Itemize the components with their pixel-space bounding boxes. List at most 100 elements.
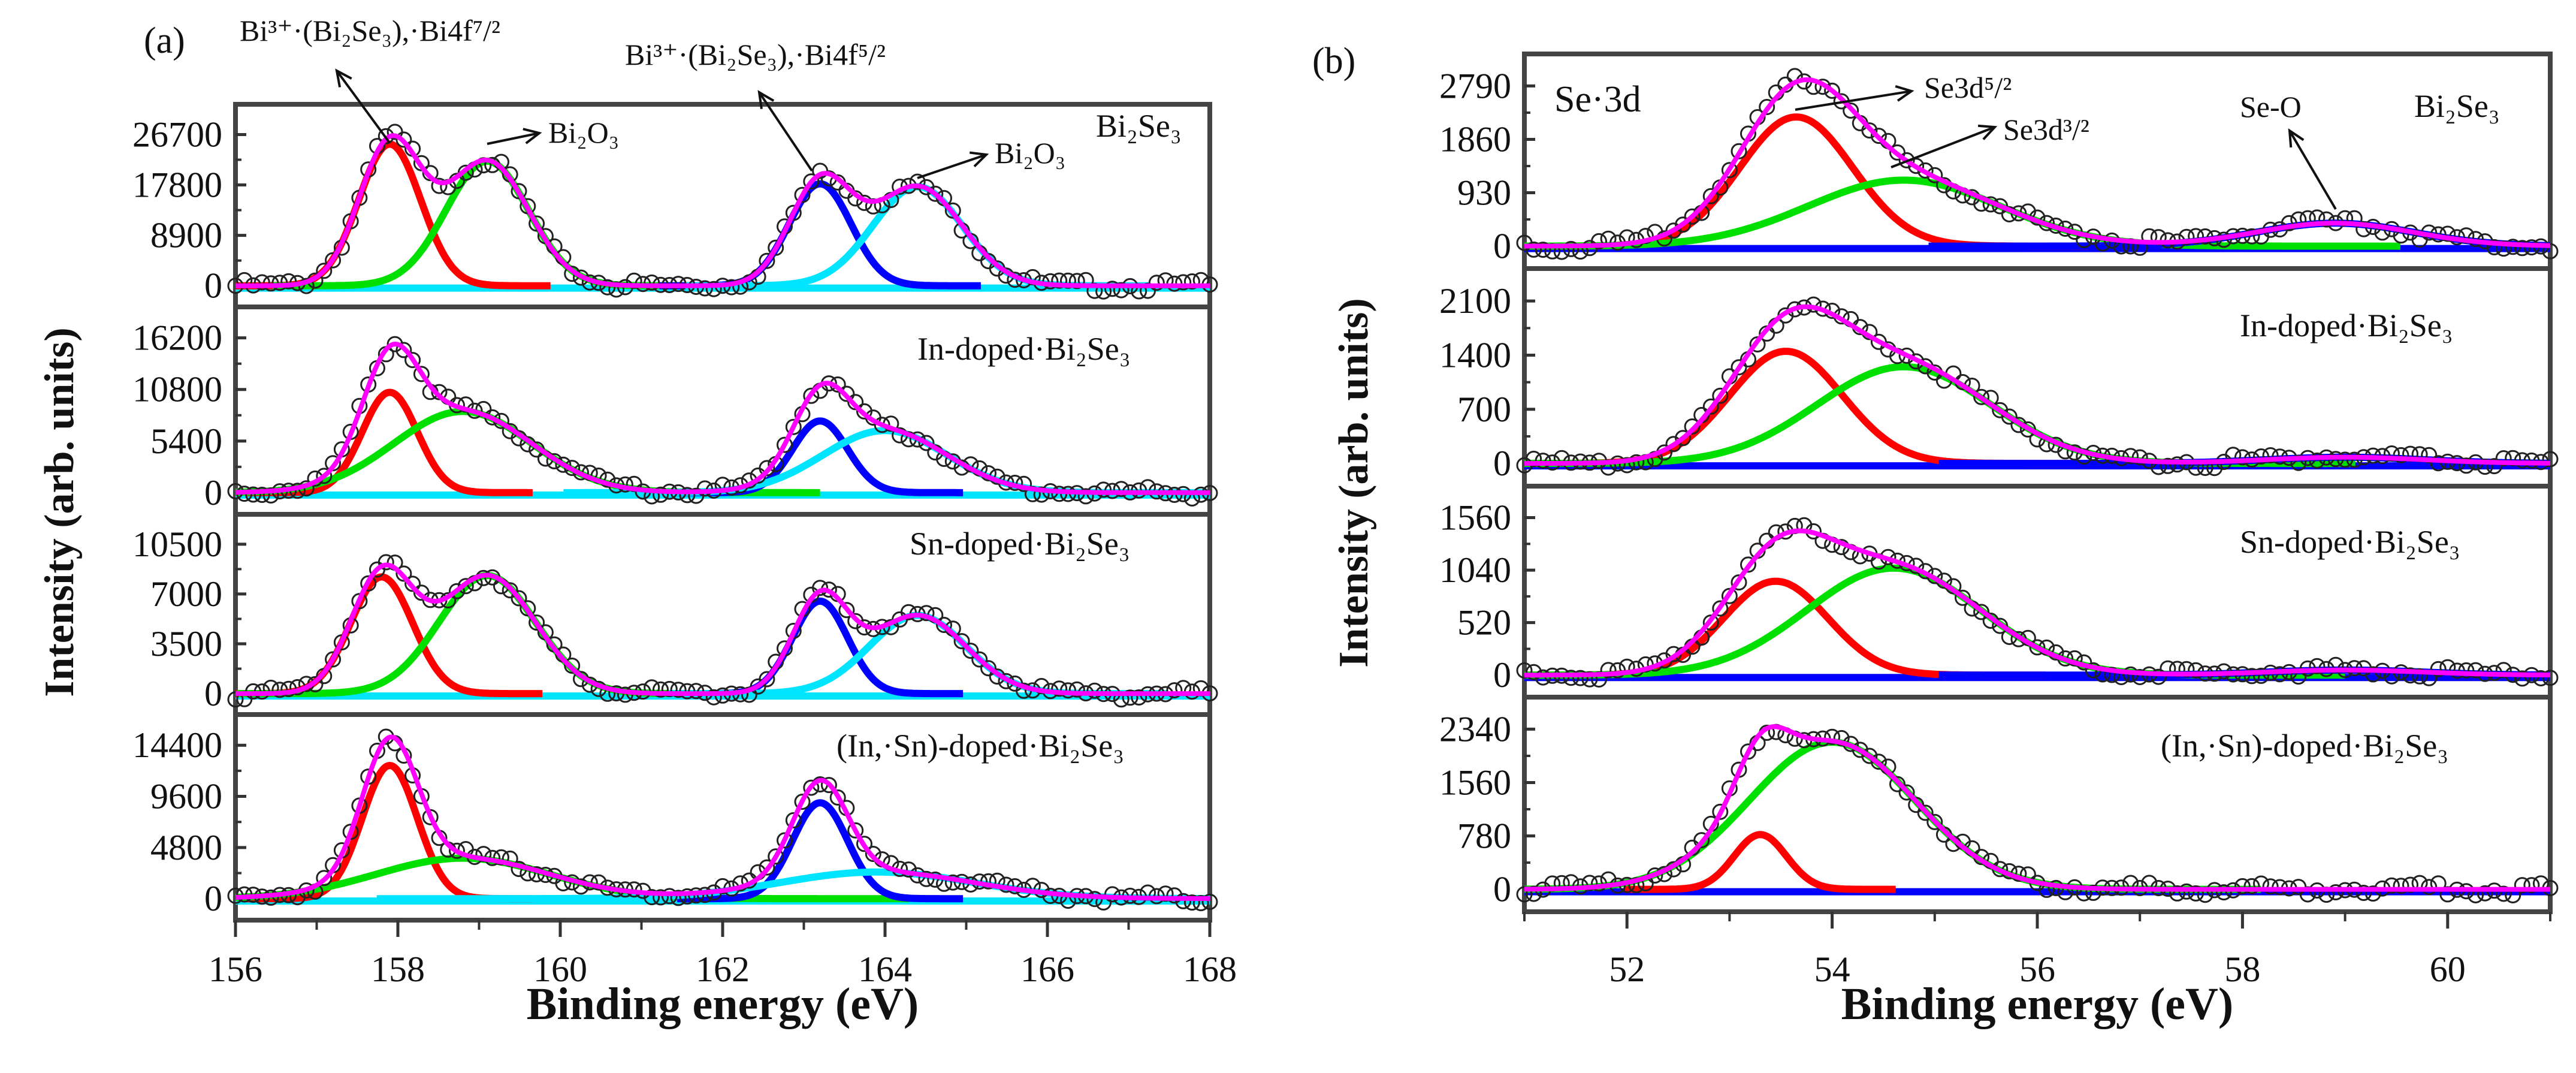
y-tick-label: 0 <box>1493 444 1511 483</box>
data-point <box>2188 662 2204 679</box>
data-point <box>599 279 616 296</box>
fit-component-0 <box>1623 831 1898 893</box>
data-point <box>785 418 802 435</box>
subplot-2: 0 520 1040 1560 Sn-doped·Bi₂Se₃ <box>1439 484 2559 700</box>
data-point <box>325 651 342 668</box>
data-point <box>2495 885 2512 902</box>
data-point <box>342 213 359 230</box>
fit-envelope <box>1524 77 2550 249</box>
x-tick-label: 166 <box>1020 950 1074 989</box>
y-tick-label: 10500 <box>132 525 222 564</box>
data-point <box>1183 894 1200 911</box>
data-point <box>768 239 784 256</box>
fit-component-3 <box>665 611 1170 698</box>
data-point <box>2290 454 2307 471</box>
data-point <box>2131 449 2148 466</box>
data-point <box>1973 388 1990 405</box>
data-point <box>1702 188 1719 204</box>
data-point <box>316 263 333 279</box>
y-tick-label: 2100 <box>1439 281 1511 321</box>
data-point <box>2019 421 2036 438</box>
data-point <box>794 794 811 810</box>
data-point <box>520 600 536 617</box>
data-point <box>768 848 784 865</box>
subplot-frame <box>1522 484 2553 700</box>
data-point <box>670 890 687 906</box>
data-point <box>2131 669 2148 685</box>
data-point <box>1693 832 1710 849</box>
sample-label: (In,·Sn)-doped·Bi₂Se₃ <box>836 728 1124 764</box>
y-axis-label: Intensity (arb. units) <box>1331 298 1377 667</box>
fit-component-2 <box>657 180 983 290</box>
x-tick-label: 52 <box>1609 950 1645 989</box>
data-point <box>2076 448 2092 465</box>
data-point <box>1833 730 1850 746</box>
data-point <box>2477 459 2493 475</box>
data-point <box>874 417 890 433</box>
data-point <box>679 487 696 504</box>
arrowhead-icon <box>523 128 542 144</box>
data-point <box>2253 448 2269 465</box>
data-point <box>2411 668 2428 685</box>
x-tick-label: 58 <box>2224 950 2260 989</box>
y-tick-label: 2340 <box>1439 709 1511 749</box>
data-point <box>1684 418 1701 435</box>
data-point <box>2150 668 2167 685</box>
data-point <box>449 842 465 859</box>
y-tick-label: 930 <box>1457 173 1511 213</box>
fit-component-1 <box>235 572 739 698</box>
data-point <box>511 183 527 200</box>
data-point <box>1908 797 1925 813</box>
arrowhead-icon <box>2288 128 2305 148</box>
data-point <box>502 582 518 599</box>
sample-label: In-doped·Bi₂Se₃ <box>917 331 1131 367</box>
data-point <box>2458 457 2475 474</box>
data-point <box>653 681 669 698</box>
data-point <box>511 590 527 607</box>
y-tick-label: 10800 <box>132 370 222 409</box>
fit-envelope <box>1524 304 2550 466</box>
data-point <box>1581 671 1598 688</box>
data-point <box>1148 275 1165 291</box>
data-point <box>653 486 669 503</box>
data-point <box>1861 748 1878 764</box>
data-point <box>1917 804 1934 821</box>
data-point <box>1175 274 1192 291</box>
data-point <box>2393 878 2409 894</box>
x-tick-label: 160 <box>533 950 587 989</box>
data-point <box>1955 589 1971 606</box>
x-tick-label: 168 <box>1183 950 1237 989</box>
data-point <box>2495 240 2512 257</box>
data-point <box>936 617 952 633</box>
data-point <box>918 870 935 887</box>
data-point <box>1068 273 1085 290</box>
y-tick-label: 14400 <box>132 725 222 765</box>
fit-component-1 <box>1523 739 2263 893</box>
data-point <box>1898 152 1915 168</box>
data-point <box>2262 878 2279 895</box>
data-point <box>316 468 333 484</box>
data-point <box>1712 600 1729 617</box>
data-point <box>1675 430 1692 447</box>
data-point <box>2486 239 2503 255</box>
data-point <box>1166 682 1183 699</box>
annotation-arrow <box>917 153 987 179</box>
data-point <box>1926 813 1943 830</box>
data-point <box>2523 877 2540 894</box>
x-tick-label: 60 <box>2430 950 2466 989</box>
data-point <box>2104 667 2120 683</box>
panel-b: (b) 0 930 1860 2790 Bi₂Se₃ 0 700 1400 2100 In-dope… <box>1312 41 2559 1029</box>
data-point <box>2514 240 2530 257</box>
data-point <box>2318 211 2335 228</box>
peak-annotation: Bi³⁺·(Bi₂Se₃),·Bi4f⁷/² <box>240 14 500 47</box>
y-tick-label: 0 <box>204 266 222 306</box>
data-point <box>962 643 979 659</box>
data-point <box>953 633 970 650</box>
data-point <box>2430 455 2447 472</box>
data-point <box>1563 670 1580 686</box>
data-point <box>2430 661 2447 677</box>
data-point <box>1824 728 1841 745</box>
data-point <box>696 480 713 497</box>
data-point <box>1563 240 1580 257</box>
